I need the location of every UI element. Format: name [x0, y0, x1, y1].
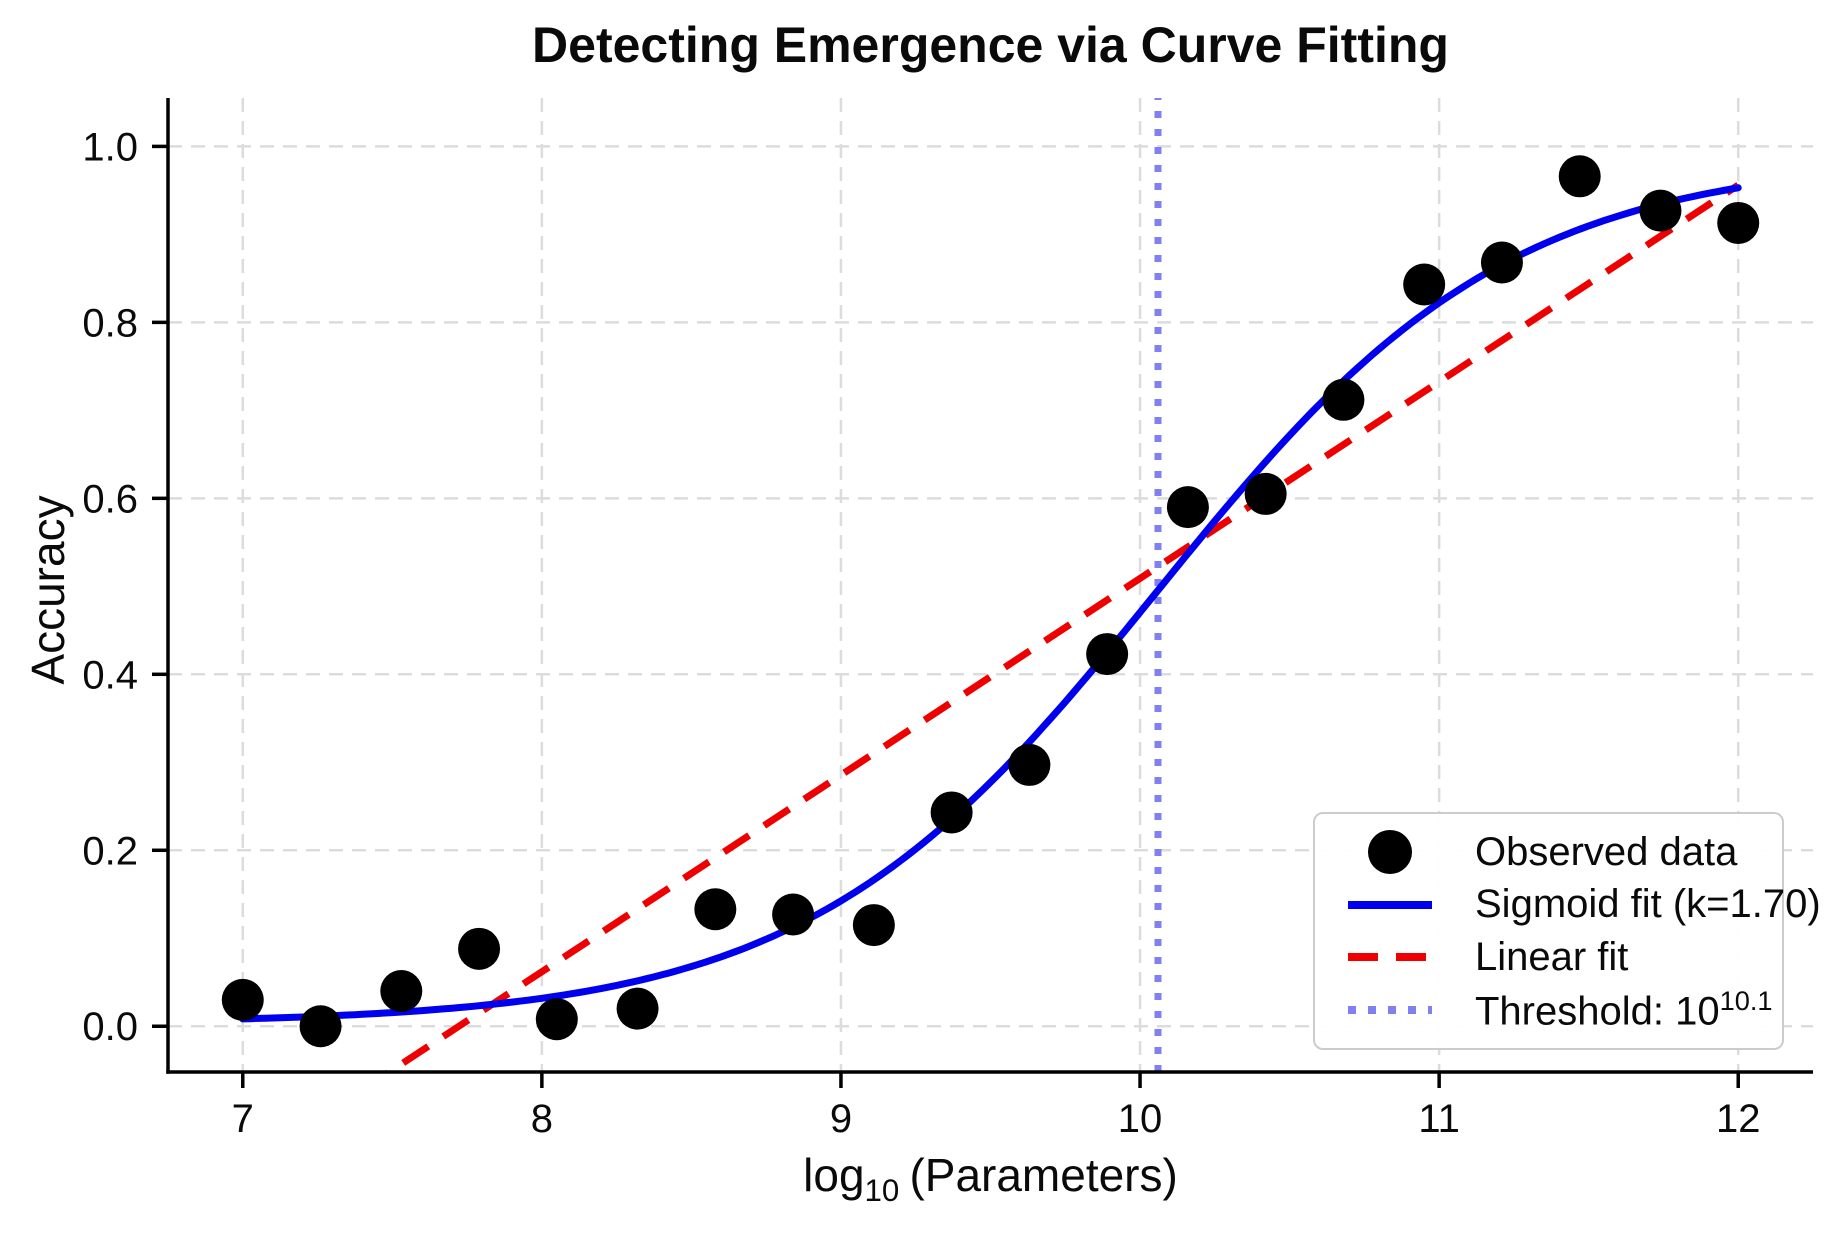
x-tick-label: 7	[232, 1097, 254, 1141]
data-point	[1403, 263, 1446, 306]
y-axis-label: Accuracy	[22, 495, 74, 685]
legend-label-threshold: Threshold: 1010.1	[1475, 985, 1773, 1034]
data-point	[1166, 486, 1209, 529]
y-tick-label: 0.2	[82, 829, 138, 873]
data-point	[1244, 472, 1287, 515]
data-point	[616, 987, 659, 1030]
solid-line-icon	[1348, 900, 1432, 909]
legend-item-sigmoid-fit: Sigmoid fit (k=1.70)	[1331, 879, 1821, 931]
x-axis-label-suffix: (Parameters)	[909, 1149, 1178, 1201]
data-point	[1008, 743, 1051, 786]
x-axis-label: log10 (Parameters)	[168, 1148, 1813, 1209]
data-point	[299, 1005, 342, 1048]
data-point	[930, 791, 973, 834]
data-point	[380, 970, 423, 1013]
x-tick-label: 8	[531, 1097, 553, 1141]
y-tick-label: 0.6	[82, 477, 138, 521]
legend-item-threshold: Threshold: 1010.1	[1331, 984, 1773, 1036]
legend-label-sigmoid-fit: Sigmoid fit (k=1.70)	[1475, 882, 1821, 927]
data-point	[535, 998, 578, 1041]
y-tick-label: 0.4	[82, 653, 138, 697]
data-point	[1558, 155, 1601, 198]
data-point	[1639, 189, 1682, 232]
dotted-line-icon	[1348, 1005, 1432, 1014]
data-point	[1086, 633, 1129, 676]
x-tick-label: 11	[1418, 1097, 1460, 1141]
scatter-marker-icon	[1368, 830, 1412, 875]
data-point	[1322, 378, 1365, 421]
data-point	[221, 978, 264, 1021]
legend: Observed data Sigmoid fit (k=1.70) Linea…	[1313, 812, 1821, 1050]
observed-data-points	[221, 155, 1760, 1048]
data-point	[772, 893, 815, 936]
legend-item-observed-data: Observed data	[1331, 826, 1766, 878]
axis-ticks: 7 8 9 10 11 12 0.0 0.2 0.4 0.6 0.8 1.0	[82, 125, 1760, 1141]
y-tick-label: 1.0	[82, 125, 138, 169]
x-axis-label-subscript: 10	[864, 1173, 900, 1209]
x-tick-label: 9	[830, 1097, 852, 1141]
x-tick-label: 10	[1118, 1097, 1163, 1141]
data-point	[852, 904, 895, 947]
data-point	[1480, 241, 1523, 284]
x-tick-label: 12	[1716, 1097, 1761, 1141]
dashed-line-icon	[1348, 953, 1432, 962]
data-point	[694, 888, 737, 931]
y-tick-label: 0.0	[82, 1005, 138, 1049]
legend-label-linear-fit: Linear fit	[1475, 934, 1629, 979]
legend-label-observed-data: Observed data	[1475, 829, 1738, 874]
chart-title: Detecting Emergence via Curve Fitting	[532, 17, 1449, 73]
x-axis-label-prefix: log	[803, 1149, 865, 1201]
data-point	[1717, 201, 1760, 244]
y-tick-label: 0.8	[82, 301, 138, 345]
data-point	[458, 927, 501, 970]
legend-item-linear-fit: Linear fit	[1331, 931, 1766, 983]
